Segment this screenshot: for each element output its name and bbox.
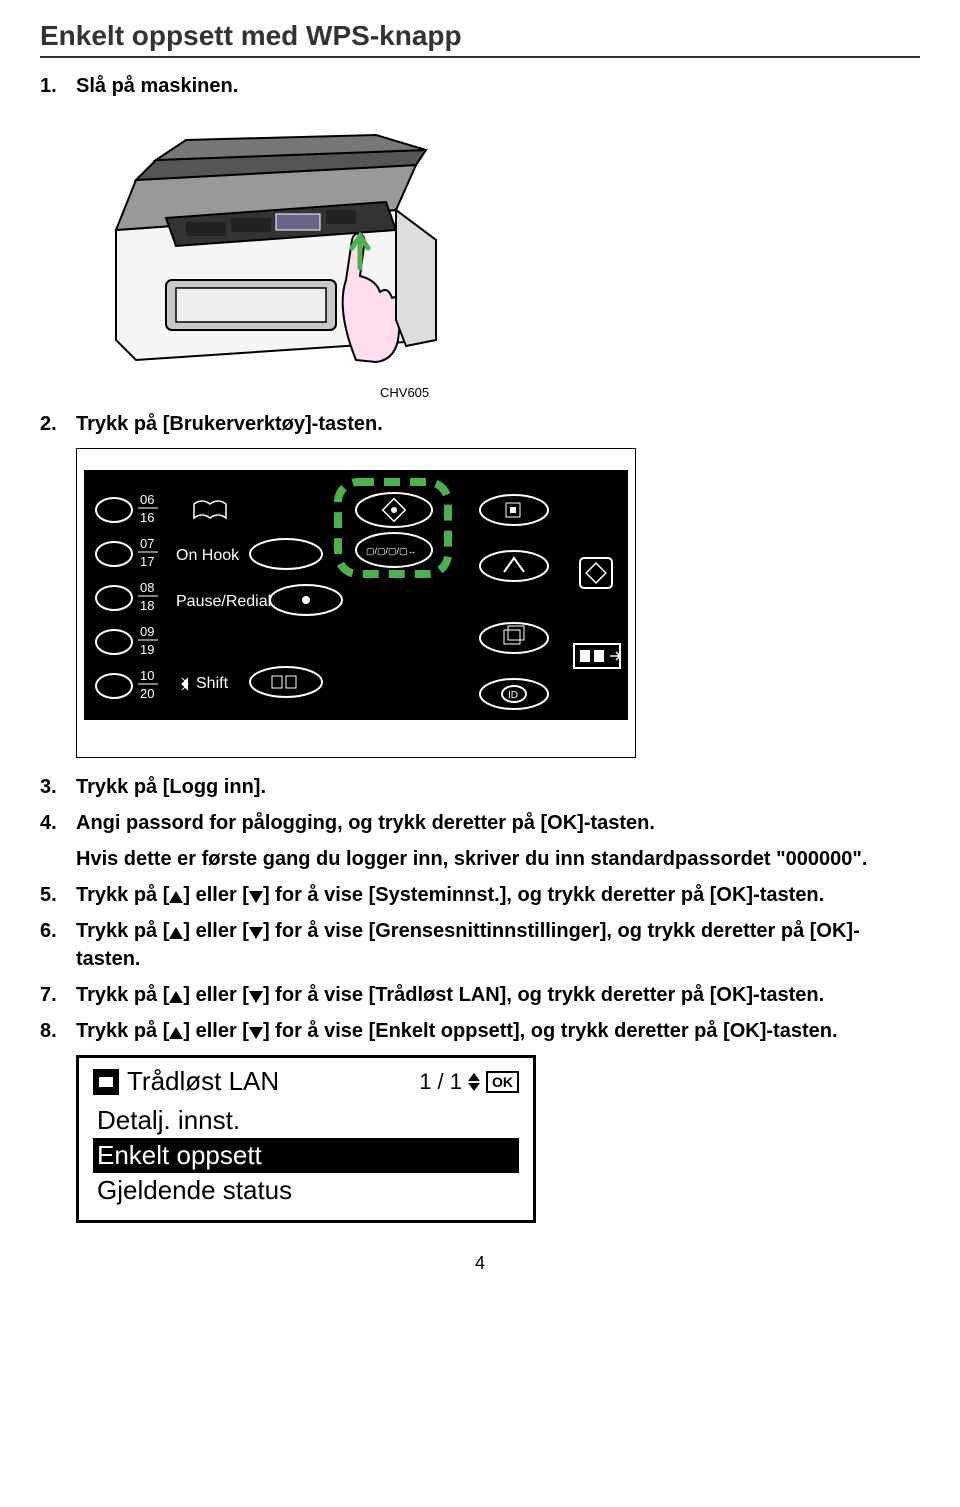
up-arrow-icon — [169, 1027, 183, 1039]
step-5-num: 5. — [40, 884, 76, 907]
step-3-num: 3. — [40, 776, 76, 799]
page-number: 4 — [40, 1253, 920, 1274]
step-4: 4. Angi passord for pålogging, og trykk … — [40, 809, 920, 837]
svg-text:▢/▢/▢/▢↔: ▢/▢/▢/▢↔ — [366, 546, 417, 556]
step-8-num: 8. — [40, 1020, 76, 1043]
printer-svg — [76, 110, 476, 370]
step-1: 1. Slå på maskinen. — [40, 72, 920, 100]
step-7-num: 7. — [40, 984, 76, 1007]
svg-text:08: 08 — [140, 580, 154, 595]
down-arrow-icon — [249, 891, 263, 903]
printer-illustration — [76, 110, 920, 375]
step-8-c: ] for å vise [Enkelt oppsett], og trykk … — [263, 1020, 838, 1042]
step-6-b: ] eller [ — [183, 920, 249, 942]
step-7-text: Trykk på [ ] eller [ ] for å vise [Trådløs… — [76, 981, 824, 1009]
svg-text:06: 06 — [140, 492, 154, 507]
step-5-c: ] for å vise [Systeminnst.], og trykk de… — [263, 884, 824, 906]
svg-text:17: 17 — [140, 554, 154, 569]
control-panel-svg: 06 16 07 17 08 18 09 19 10 20 On Hook Pause/R… — [76, 448, 636, 758]
svg-text:19: 19 — [140, 642, 154, 657]
lcd-title: Trådløst LAN — [127, 1066, 279, 1097]
step-7: 7. Trykk på [ ] eller [ ] for å vise [Tråd… — [40, 981, 920, 1009]
onhook-label: On Hook — [176, 547, 240, 564]
lcd-scroll-icon — [468, 1073, 480, 1091]
step-6-a: Trykk på [ — [76, 920, 169, 942]
illustration-code: CHV605 — [380, 385, 920, 400]
lcd-menu-icon — [93, 1069, 119, 1095]
step-6: 6. Trykk på [] eller [] for å vise [Gren… — [40, 917, 920, 973]
svg-text:16: 16 — [140, 510, 154, 525]
svg-text:20: 20 — [140, 686, 154, 701]
up-arrow-icon — [169, 927, 183, 939]
step-3: 3. Trykk på [Logg inn]. — [40, 773, 920, 801]
step-1-text: Slå på maskinen. — [76, 72, 238, 100]
section-title: Enkelt oppsett med WPS-knapp — [40, 20, 920, 58]
svg-text:10: 10 — [140, 668, 154, 683]
step-5-text: Trykk på [ ] eller [ ] for å vise [Systemi… — [76, 881, 824, 909]
step-5-a: Trykk på [ — [76, 884, 169, 906]
lcd-row-0: Detalj. innst. — [93, 1103, 519, 1138]
pause-label: Pause/Redial — [176, 593, 271, 610]
svg-text:18: 18 — [140, 598, 154, 613]
lcd-ok-indicator: OK — [486, 1071, 519, 1093]
down-arrow-icon — [249, 927, 263, 939]
step-7-a: Trykk på [ — [76, 984, 169, 1006]
step-5-b: ] eller [ — [183, 884, 249, 906]
step-4-num: 4. — [40, 812, 76, 835]
step-2: 2. Trykk på [Brukerverktøy]-tasten. — [40, 410, 920, 438]
step-7-c: ] for å vise [Trådløst LAN], og trykk de… — [263, 984, 824, 1006]
lcd-display: Trådløst LAN 1 / 1 OK Detalj. innst. Enk… — [76, 1055, 536, 1223]
step-3-text: Trykk på [Logg inn]. — [76, 773, 266, 801]
step-6-text: Trykk på [] eller [] for å vise [Grenses… — [76, 917, 920, 973]
svg-text:09: 09 — [140, 624, 154, 639]
step-7-b: ] eller [ — [183, 984, 249, 1006]
lcd-header: Trådløst LAN 1 / 1 OK — [93, 1066, 519, 1097]
step-8-text: Trykk på [ ] eller [ ] for å vise [Enkelt … — [76, 1017, 838, 1045]
svg-text:ID: ID — [508, 690, 518, 701]
step-8-a: Trykk på [ — [76, 1020, 169, 1042]
step-5: 5. Trykk på [ ] eller [ ] for å vise [Syst… — [40, 881, 920, 909]
step-8-b: ] eller [ — [183, 1020, 249, 1042]
lcd-row-2: Gjeldende status — [93, 1173, 519, 1208]
up-arrow-icon — [169, 891, 183, 903]
step-6-num: 6. — [40, 920, 76, 943]
shift-label: Shift — [196, 675, 229, 692]
step-4-text: Angi passord for pålogging, og trykk der… — [76, 809, 655, 837]
down-arrow-icon — [249, 991, 263, 1003]
up-arrow-icon — [169, 991, 183, 1003]
step-4-note: Hvis dette er første gang du logger inn,… — [76, 845, 920, 873]
step-8: 8. Trykk på [ ] eller [ ] for å vise [Enke… — [40, 1017, 920, 1045]
lcd-row-1: Enkelt oppsett — [93, 1138, 519, 1173]
step-1-num: 1. — [40, 75, 76, 98]
control-panel-illustration: 06 16 07 17 08 18 09 19 10 20 On Hook Pause/R… — [76, 448, 920, 763]
step-2-num: 2. — [40, 413, 76, 436]
step-2-text: Trykk på [Brukerverktøy]-tasten. — [76, 410, 383, 438]
down-arrow-icon — [249, 1027, 263, 1039]
svg-text:07: 07 — [140, 536, 154, 551]
lcd-page-indicator: 1 / 1 — [419, 1069, 462, 1095]
